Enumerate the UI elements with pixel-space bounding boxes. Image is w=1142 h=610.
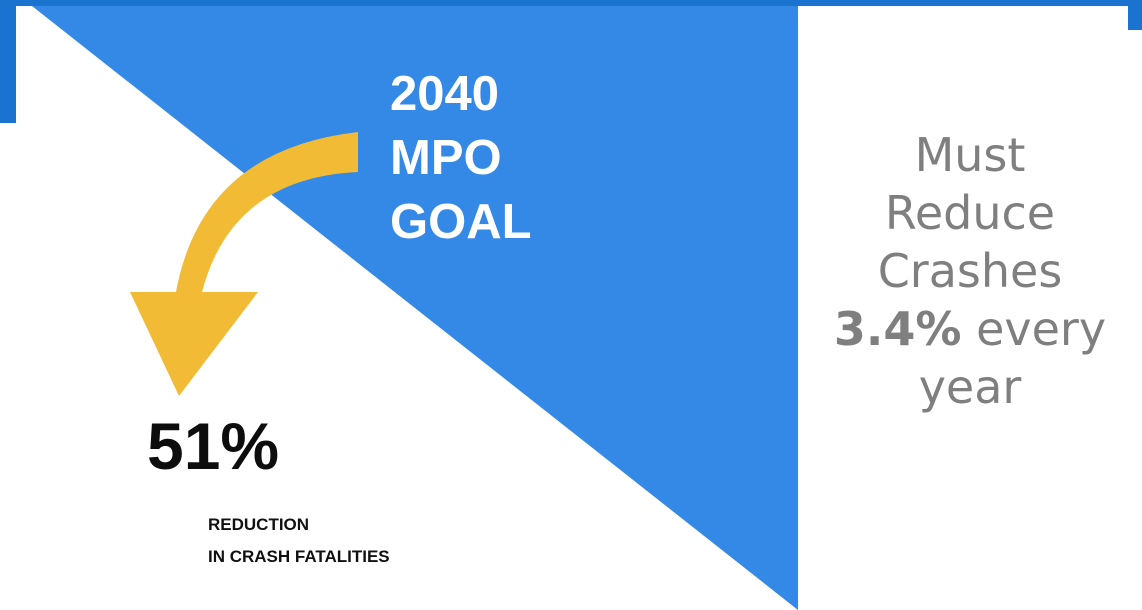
goal-label: GOAL	[390, 195, 532, 249]
goal-year: 2040	[390, 67, 500, 121]
annual-rate-suffix: every	[961, 302, 1107, 356]
top-border-bar	[0, 0, 1142, 6]
annual-rate: 3.4%	[833, 302, 962, 356]
caption-line-1: REDUCTION	[208, 515, 310, 534]
side-note: Must Reduce Crashes 3.4% every year	[805, 126, 1135, 416]
caption-line-2: IN CRASH FATALITIES	[208, 547, 390, 566]
goal-heading: 2040 MPO GOAL	[390, 62, 532, 254]
side-note-line-1: Must	[914, 128, 1026, 182]
side-note-line-4: 3.4% every	[805, 300, 1135, 358]
side-note-line-3: Crashes	[877, 244, 1063, 298]
blue-triangle	[32, 6, 798, 610]
left-border-bar	[0, 0, 16, 123]
goal-graphic	[32, 6, 798, 610]
goal-mpo: MPO	[390, 131, 502, 185]
curved-down-arrow-icon	[130, 132, 358, 396]
side-note-line-2: Reduce	[884, 186, 1056, 240]
right-corner-bar	[1128, 0, 1142, 30]
side-note-line-5: year	[918, 360, 1022, 414]
reduction-caption: REDUCTION IN CRASH FATALITIES	[208, 509, 390, 573]
reduction-percent: 51%	[147, 409, 280, 483]
